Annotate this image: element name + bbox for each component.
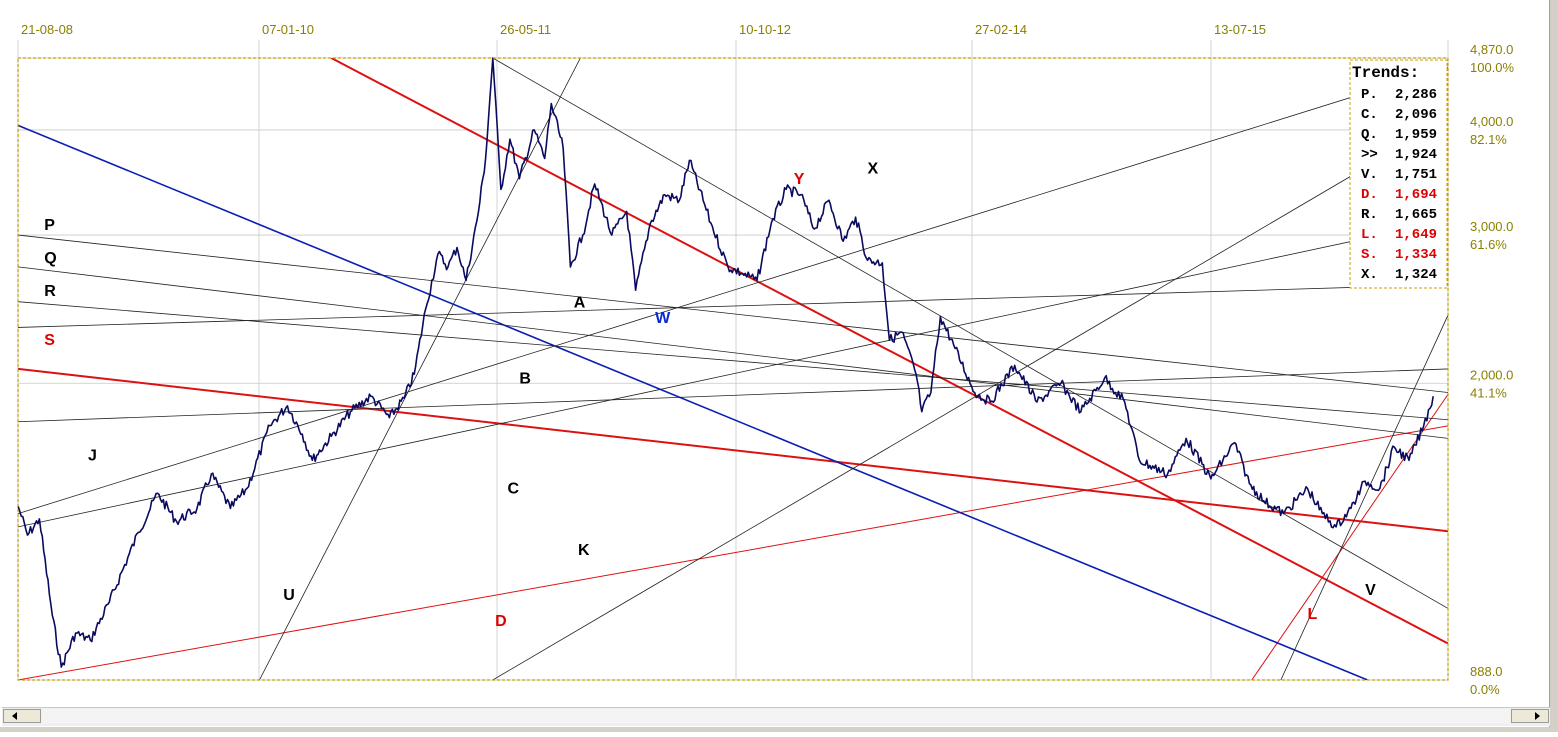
trend-label: R — [44, 283, 56, 300]
y-percent-label: 100.0% — [1470, 60, 1515, 75]
legend-item-value: 2,096 — [1395, 107, 1437, 123]
trend-lines-layer — [18, 58, 1448, 680]
legend-item-value: 2,286 — [1395, 87, 1437, 103]
trend-line — [259, 58, 581, 680]
trend-label: B — [519, 370, 531, 387]
legend-item-tag: D. — [1361, 187, 1378, 203]
legend-box: Trends: P. 2,286 C. 2,096 Q. 1,959 >> 1,924 V. 1,7… — [1349, 59, 1448, 289]
horizontal-scrollbar[interactable] — [2, 707, 1550, 726]
trend-label: V — [1365, 582, 1376, 599]
grid-layer — [17, 40, 1449, 681]
trend-label: C — [508, 480, 520, 497]
trend-label: S — [44, 332, 55, 349]
x-tick-label: 13-07-15 — [1214, 22, 1266, 37]
y-price-label: 4,870.0 — [1470, 42, 1513, 57]
arrow-left-icon — [12, 712, 17, 720]
y-price-label: 3,000.0 — [1470, 219, 1513, 234]
trend-label: K — [578, 542, 590, 559]
trend-line — [18, 220, 1448, 528]
trend-line — [492, 118, 1448, 680]
window-frame-bottom — [0, 727, 1558, 732]
trend-label: U — [283, 587, 295, 604]
legend-item-value: 1,334 — [1395, 247, 1437, 263]
y-percent-label: 61.6% — [1470, 237, 1507, 252]
trend-line — [18, 66, 1448, 514]
legend-item-tag: C. — [1361, 107, 1378, 123]
legend-item-tag: Q. — [1361, 127, 1378, 143]
legend-item-tag: L. — [1361, 227, 1378, 243]
trend-line — [492, 58, 1448, 609]
y-price-label: 4,000.0 — [1470, 114, 1513, 129]
trend-label: Y — [794, 171, 805, 188]
trend-line — [330, 58, 1448, 645]
legend-item-value: 1,324 — [1395, 267, 1437, 283]
y-percent-label: 41.1% — [1470, 385, 1507, 400]
legend-item-tag: P. — [1361, 87, 1378, 103]
legend-item-value: 1,751 — [1395, 167, 1437, 183]
arrow-right-icon — [1535, 712, 1540, 720]
legend-title: Trends: — [1352, 64, 1419, 82]
legend-item-tag: R. — [1361, 207, 1378, 223]
price-series-line — [17, 57, 1434, 668]
trend-label: W — [655, 310, 671, 327]
y-percent-label: 0.0% — [1470, 682, 1500, 697]
legend-item-value: 1,665 — [1395, 207, 1437, 223]
trend-label: A — [574, 295, 586, 312]
trend-label: P — [44, 217, 55, 234]
trend-line — [18, 124, 1368, 680]
trend-line — [18, 425, 1448, 680]
trend-label: Q — [44, 250, 56, 267]
trend-line — [18, 301, 1448, 421]
legend-item-value: 1,959 — [1395, 127, 1437, 143]
trend-line — [18, 368, 1448, 423]
plot-frame — [17, 57, 1449, 681]
y-price-label: 888.0 — [1470, 664, 1503, 679]
trend-line — [1280, 314, 1448, 680]
trend-line — [18, 234, 1448, 393]
scroll-left-button[interactable] — [3, 709, 41, 723]
legend-frame — [1349, 59, 1448, 289]
window-frame-right — [1549, 0, 1558, 732]
legend-item-value: 1,694 — [1395, 187, 1437, 203]
x-tick-label: 10-10-12 — [739, 22, 791, 37]
legend-item-value: 1,649 — [1395, 227, 1437, 243]
y-price-label: 2,000.0 — [1470, 367, 1513, 382]
y-percent-label: 82.1% — [1470, 132, 1507, 147]
scroll-track[interactable] — [42, 709, 1510, 723]
trend-line — [1251, 394, 1448, 680]
legend-item-tag: S. — [1361, 247, 1378, 263]
trend-label: X — [868, 161, 879, 178]
trend-line — [18, 266, 1448, 439]
trend-label: J — [88, 447, 97, 464]
scroll-right-button[interactable] — [1511, 709, 1549, 723]
trend-line — [18, 367, 1448, 533]
x-tick-label: 21-08-08 — [21, 22, 73, 37]
x-tick-label: 26-05-11 — [500, 22, 551, 37]
x-tick-label: 27-02-14 — [975, 22, 1027, 37]
trend-label: D — [495, 613, 507, 630]
trend-label: L — [1308, 606, 1318, 623]
legend-item-tag: >> — [1361, 147, 1378, 163]
legend-item-tag: V. — [1361, 167, 1378, 183]
legend-item-value: 1,924 — [1395, 147, 1437, 163]
legend-item-tag: X. — [1361, 267, 1378, 283]
x-tick-label: 07-01-10 — [262, 22, 314, 37]
trend-line — [18, 284, 1448, 328]
